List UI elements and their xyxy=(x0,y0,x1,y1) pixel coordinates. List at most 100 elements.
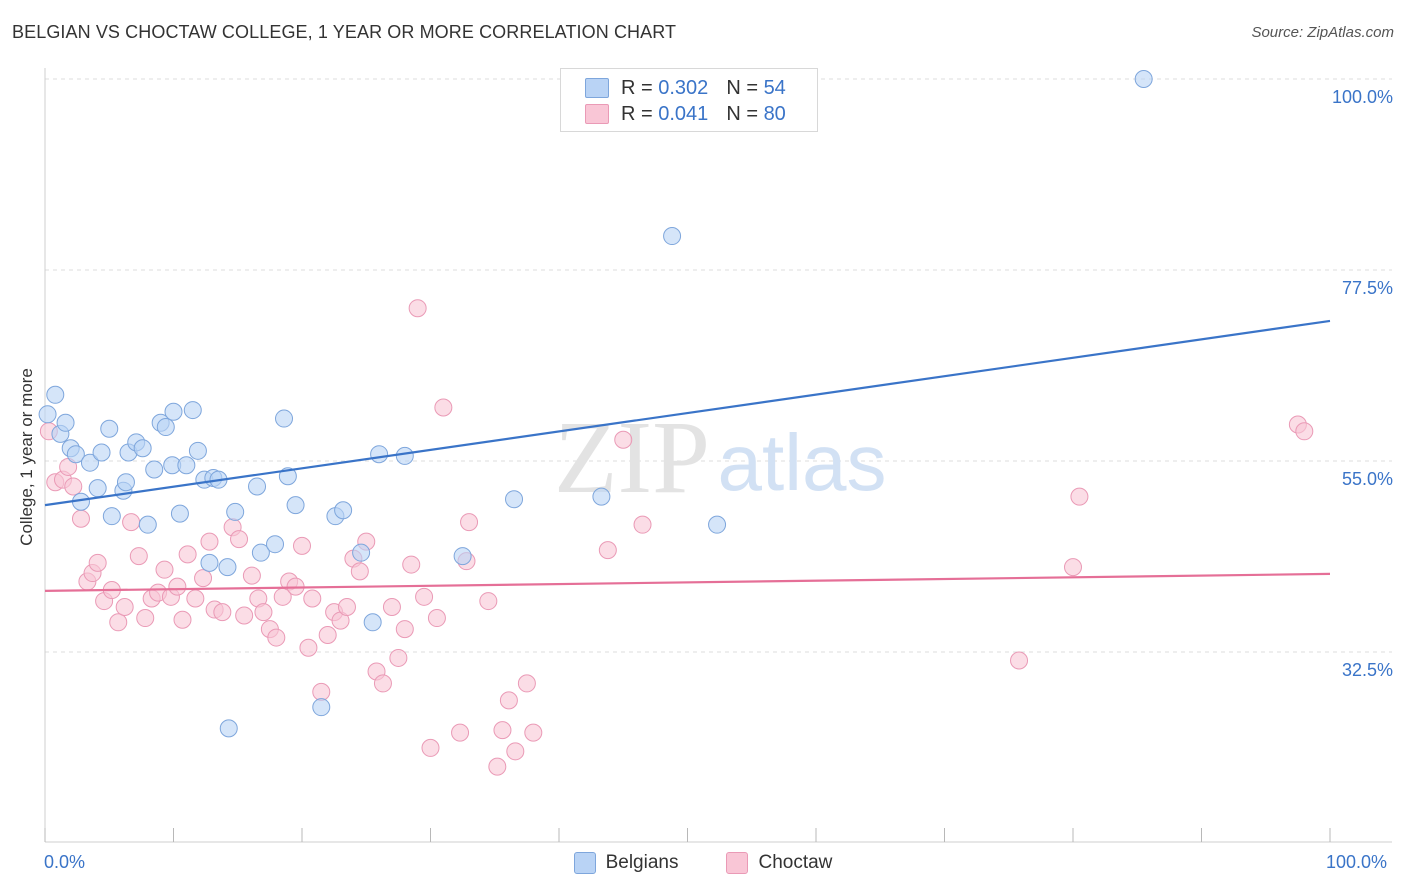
belgians-point xyxy=(46,385,65,404)
belgians-point xyxy=(352,543,371,562)
legend-label-choctaw: Choctaw xyxy=(758,852,833,873)
axes xyxy=(44,68,1392,843)
belgians-point xyxy=(188,441,207,460)
legend-r-value: 0.041 xyxy=(658,102,709,125)
belgians-point xyxy=(334,501,353,520)
choctaw-point xyxy=(493,721,512,740)
x-tick-label-max: 100.0% xyxy=(1326,852,1388,872)
belgians-points xyxy=(38,70,1153,738)
choctaw-points xyxy=(39,299,1314,776)
choctaw-point xyxy=(1070,487,1089,506)
choctaw-point xyxy=(235,606,254,625)
belgians-point xyxy=(170,504,189,523)
choctaw-point xyxy=(178,545,197,564)
legend-row-belgians: R = 0.302 N = 54 xyxy=(585,75,786,101)
choctaw-point xyxy=(194,569,213,588)
choctaw-point xyxy=(460,513,479,532)
choctaw-point xyxy=(1295,422,1314,441)
choctaw-point xyxy=(267,628,286,647)
belgians-point xyxy=(200,553,219,572)
choctaw-point xyxy=(186,589,205,608)
choctaw-point xyxy=(254,603,273,622)
correlation-legend: R = 0.302 N = 54 R = 0.041 N = 80 xyxy=(560,68,818,132)
legend-r-label: R = xyxy=(621,76,653,99)
choctaw-point xyxy=(451,723,470,742)
legend-label-belgians: Belgians xyxy=(605,852,679,873)
choctaw-point xyxy=(168,577,187,596)
belgians-point xyxy=(1134,70,1153,88)
watermark-zip: ZIP xyxy=(554,400,710,515)
choctaw-point xyxy=(350,562,369,581)
choctaw-point xyxy=(122,513,141,532)
choctaw-point xyxy=(479,592,498,611)
belgians-point xyxy=(100,419,119,438)
y-tick-label: 55.0% xyxy=(1342,469,1393,489)
belgians-point xyxy=(266,535,285,554)
choctaw-point xyxy=(499,691,518,710)
choctaw-point xyxy=(434,398,453,417)
choctaw-point xyxy=(506,742,525,761)
belgians-point xyxy=(80,453,99,472)
choctaw-point xyxy=(1010,651,1029,670)
belgians-swatch xyxy=(585,78,609,98)
choctaw-point xyxy=(299,638,318,657)
choctaw-point xyxy=(303,589,322,608)
legend-row-choctaw: R = 0.041 N = 80 xyxy=(585,101,786,127)
choctaw-point xyxy=(155,560,174,579)
choctaw-point xyxy=(312,682,331,701)
choctaw-point xyxy=(488,757,507,776)
choctaw-point xyxy=(517,674,536,693)
belgians-legend-swatch xyxy=(573,852,596,874)
choctaw-point xyxy=(213,603,232,622)
chart-title: BELGIAN VS CHOCTAW COLLEGE, 1 YEAR OR MO… xyxy=(12,22,677,42)
legend-r-value: 0.302 xyxy=(658,76,709,99)
belgians-point xyxy=(248,477,267,496)
series-legend: Belgians Choctaw xyxy=(0,852,1406,874)
y-tick-label: 32.5% xyxy=(1342,660,1393,680)
belgians-point xyxy=(251,543,270,562)
choctaw-point xyxy=(408,299,427,318)
choctaw-point xyxy=(427,609,446,628)
belgians-point xyxy=(708,515,727,534)
choctaw-point xyxy=(1064,558,1082,577)
y-tick-labels: 32.5% 55.0% 77.5% 100.0% xyxy=(1332,87,1393,680)
x-tick-label-min: 0.0% xyxy=(44,852,86,872)
belgians-point xyxy=(663,227,682,246)
belgians-point xyxy=(226,502,245,521)
belgians-point xyxy=(592,487,611,506)
choctaw-point xyxy=(373,674,392,693)
belgians-point xyxy=(92,443,111,462)
belgians-point xyxy=(177,456,196,475)
legend-n-label: N = xyxy=(726,76,758,99)
choctaw-point xyxy=(64,477,83,496)
choctaw-point xyxy=(115,598,134,617)
choctaw-point xyxy=(614,430,633,449)
belgians-point xyxy=(363,613,382,632)
belgians-point xyxy=(275,409,294,428)
belgians-point xyxy=(145,460,164,479)
legend-item-belgians[interactable]: Belgians xyxy=(573,852,679,874)
belgians-point xyxy=(102,507,121,526)
choctaw-point xyxy=(109,613,128,632)
choctaw-legend-swatch xyxy=(726,852,749,874)
belgians-point xyxy=(395,446,414,465)
y-tick-label: 100.0% xyxy=(1332,87,1393,107)
grid-lines xyxy=(45,78,1392,653)
choctaw-point xyxy=(129,547,148,566)
legend-item-choctaw[interactable]: Choctaw xyxy=(726,852,832,874)
choctaw-swatch xyxy=(585,104,609,124)
belgians-trend-line xyxy=(44,319,1331,507)
belgians-point xyxy=(312,698,331,717)
belgians-point xyxy=(505,490,524,509)
choctaw-trend-line xyxy=(44,572,1331,592)
belgians-point xyxy=(38,405,57,424)
choctaw-point xyxy=(242,566,261,585)
choctaw-point xyxy=(421,738,440,757)
y-axis-label: College, 1 year or more xyxy=(17,368,36,546)
belgians-point xyxy=(286,496,305,515)
choctaw-point xyxy=(293,536,311,555)
belgians-point xyxy=(183,401,202,420)
choctaw-point xyxy=(598,541,617,560)
belgians-point xyxy=(138,515,157,534)
